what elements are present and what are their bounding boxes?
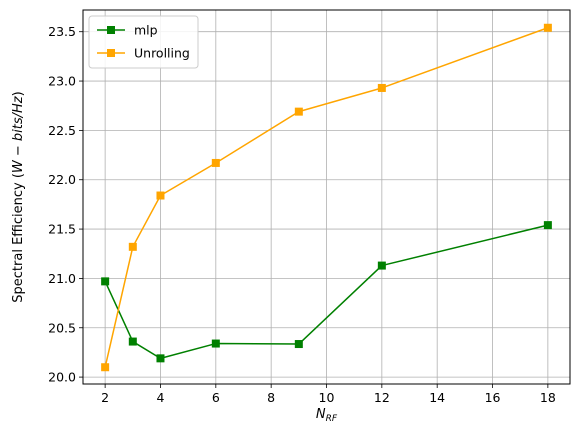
data-point-unrolling [377, 83, 386, 92]
x-tick-label: 8 [267, 390, 275, 405]
data-point-unrolling [543, 23, 552, 32]
data-point-mlp [156, 354, 165, 363]
x-tick-label: 6 [212, 390, 220, 405]
data-point-mlp [294, 340, 303, 349]
y-tick-label: 22.0 [48, 172, 76, 187]
data-point-mlp [377, 261, 386, 270]
x-tick-label: 12 [374, 390, 390, 405]
x-axis-label-subscript: RF [326, 414, 338, 424]
y-tick-label: 22.5 [48, 123, 76, 138]
x-axis-label: NRF [316, 407, 338, 424]
grid-lines [83, 10, 570, 384]
legend-label-unrolling: Unrolling [134, 46, 190, 61]
legend-marker-mlp [107, 26, 115, 34]
x-tick-label: 16 [485, 390, 501, 405]
legend-marker-unrolling [107, 49, 115, 57]
series-mlp [101, 221, 552, 363]
data-point-mlp [543, 221, 552, 230]
y-tick-label: 21.0 [48, 271, 76, 286]
y-tick-label: 20.5 [48, 320, 76, 335]
data-point-unrolling [211, 158, 220, 167]
y-axis-label-math: W − bits/Hz [11, 95, 26, 173]
x-tick-label: 4 [157, 390, 165, 405]
x-axis-label-main: N [316, 407, 326, 422]
x-tick-label: 2 [101, 390, 109, 405]
legend: mlp Unrolling [88, 15, 199, 69]
y-tick-label: 23.0 [48, 74, 76, 89]
data-point-unrolling [294, 107, 303, 116]
x-tick-label: 18 [540, 390, 556, 405]
y-axis-label-prefix: Spectral Efficiency ( [11, 173, 26, 303]
y-tick-label: 23.5 [48, 24, 76, 39]
y-axis-label-suffix: ) [11, 91, 26, 96]
data-point-mlp [128, 337, 137, 346]
data-point-unrolling [156, 191, 165, 200]
data-point-mlp [211, 339, 220, 348]
x-tick-label: 10 [319, 390, 335, 405]
series-layer [101, 23, 552, 372]
data-point-unrolling [101, 363, 110, 372]
data-point-mlp [101, 277, 110, 286]
legend-label-mlp: mlp [134, 23, 158, 38]
series-unrolling [101, 23, 552, 372]
x-tick-label: 14 [429, 390, 445, 405]
data-point-unrolling [128, 242, 137, 251]
y-tick-label: 20.0 [48, 370, 76, 385]
legend-frame [88, 15, 199, 69]
y-axis-label: Spectral Efficiency (W − bits/Hz) [11, 91, 26, 302]
axis-ticks: 2 4 6 8 10 12 14 16 18 20.0 20.5 21.0 21.5 22.0 22.5 23… [48, 24, 556, 405]
y-tick-label: 21.5 [48, 222, 76, 237]
